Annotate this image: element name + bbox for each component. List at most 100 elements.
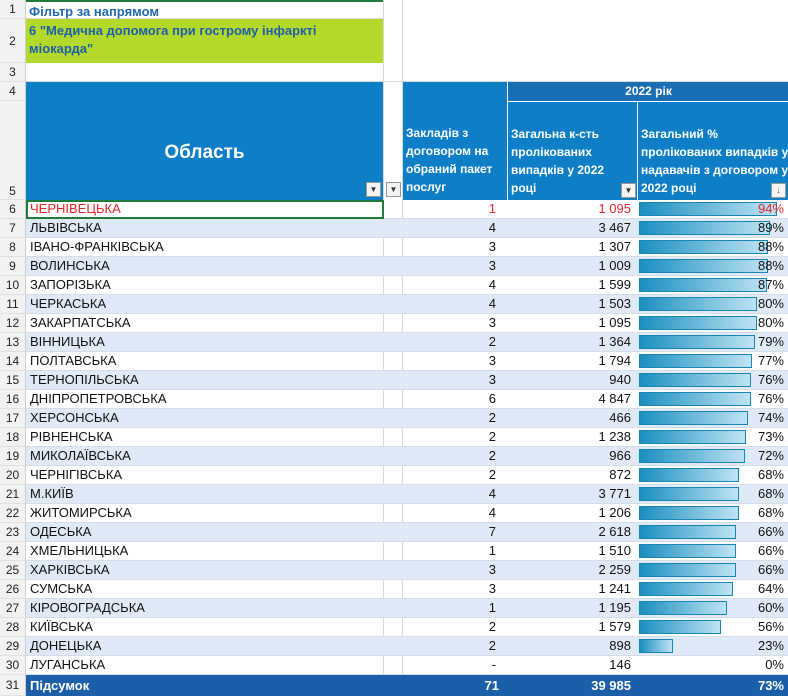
region-name: ІВАНО-ФРАНКІВСЬКА	[30, 239, 164, 254]
table-row[interactable]: ХМЕЛЬНИЦЬКА 1 1 510 66%	[26, 542, 788, 561]
row-number[interactable]: 10	[0, 276, 26, 295]
region-name: ЧЕРНІГІВСЬКА	[30, 467, 123, 482]
count-header[interactable]: Закладів з договором на обраний пакет по…	[403, 82, 507, 200]
table-row[interactable]: ЧЕРНІГІВСЬКА 2 872 68%	[26, 466, 788, 485]
total-row: Підсумок 71 39 985 73%	[26, 675, 788, 696]
contract-count: 4	[488, 505, 496, 520]
filter-value-cell[interactable]: 6 "Медична допомога при гострому інфаркт…	[26, 19, 383, 63]
region-name: МИКОЛАЇВСЬКА	[30, 448, 131, 463]
row-number[interactable]: 5	[0, 101, 26, 200]
data-bar	[639, 297, 757, 311]
total-cases: 39 985	[591, 678, 631, 693]
sort-desc-filter-icon[interactable]: ↓	[771, 183, 786, 198]
data-bar	[639, 620, 721, 634]
region-name: ЧЕРКАСЬКА	[30, 296, 107, 311]
pct-cell: 68%	[637, 466, 788, 484]
data-bar	[639, 411, 748, 425]
table-row[interactable]: ЗАПОРІЗЬКА 4 1 599 87%	[26, 276, 788, 295]
row-number[interactable]: 22	[0, 504, 26, 523]
pct-value: 88%	[757, 239, 784, 254]
row-number[interactable]: 8	[0, 238, 26, 257]
table-row[interactable]: КИЇВСЬКА 2 1 579 56%	[26, 618, 788, 637]
table-row[interactable]: ОДЕСЬКА 7 2 618 66%	[26, 523, 788, 542]
row-number[interactable]: 30	[0, 656, 26, 675]
table-row[interactable]: ЧЕРНІВЕЦЬКА 1 1 095 94%	[26, 200, 788, 219]
data-bar	[639, 449, 745, 463]
table-row[interactable]: ХАРКІВСЬКА 3 2 259 66%	[26, 561, 788, 580]
filter-dropdown-icon[interactable]: ▼	[366, 182, 381, 197]
row-number[interactable]: 27	[0, 599, 26, 618]
pct-cell: 76%	[637, 371, 788, 389]
row-number[interactable]: 15	[0, 371, 26, 390]
region-name: ХМЕЛЬНИЦЬКА	[30, 543, 129, 558]
table-row[interactable]: ЗАКАРПАТСЬКА 3 1 095 80%	[26, 314, 788, 333]
cases-count: 1 364	[598, 334, 631, 349]
table-row[interactable]: РІВНЕНСЬКА 2 1 238 73%	[26, 428, 788, 447]
table-row[interactable]: ЛЬВІВСЬКА 4 3 467 89%	[26, 219, 788, 238]
row-number[interactable]: 4	[0, 82, 26, 101]
region-name: КІРОВОГРАДСЬКА	[30, 600, 145, 615]
row-number[interactable]: 28	[0, 618, 26, 637]
region-name: ДОНЕЦЬКА	[30, 638, 102, 653]
row-number[interactable]: 1	[0, 0, 26, 19]
contract-count: 4	[488, 220, 496, 235]
table-row[interactable]: ХЕРСОНСЬКА 2 466 74%	[26, 409, 788, 428]
table-row[interactable]: ТЕРНОПІЛЬСЬКА 3 940 76%	[26, 371, 788, 390]
pct-cell: 94%	[637, 200, 788, 218]
row-number[interactable]: 17	[0, 409, 26, 428]
row-number[interactable]: 9	[0, 257, 26, 276]
pct-cell: 79%	[637, 333, 788, 351]
region-name: ХАРКІВСЬКА	[30, 562, 110, 577]
filter-label-cell[interactable]: Фільтр за напрямом	[26, 0, 383, 19]
row-number[interactable]: 3	[0, 63, 26, 82]
row-number[interactable]: 7	[0, 219, 26, 238]
row-number[interactable]: 18	[0, 428, 26, 447]
table-row[interactable]: ПОЛТАВСЬКА 3 1 794 77%	[26, 352, 788, 371]
table-row[interactable]: МИКОЛАЇВСЬКА 2 966 72%	[26, 447, 788, 466]
table-row[interactable]: СУМСЬКА 3 1 241 64%	[26, 580, 788, 599]
cases-count: 1 195	[598, 600, 631, 615]
data-bar	[639, 525, 736, 539]
cases-count: 3 467	[598, 220, 631, 235]
region-name: ХЕРСОНСЬКА	[30, 410, 119, 425]
row-number[interactable]: 21	[0, 485, 26, 504]
row-number[interactable]: 25	[0, 561, 26, 580]
table-row[interactable]: ЧЕРКАСЬКА 4 1 503 80%	[26, 295, 788, 314]
filter-dropdown-icon[interactable]: ▼	[386, 182, 401, 197]
row-number[interactable]: 31	[0, 675, 26, 696]
region-header-label: Область	[164, 142, 245, 163]
pct-value: 64%	[757, 581, 784, 596]
row-number[interactable]: 26	[0, 580, 26, 599]
table-row[interactable]: ЛУГАНСЬКА - 146 0%	[26, 656, 788, 675]
table-row[interactable]: ВОЛИНСЬКА 3 1 009 88%	[26, 257, 788, 276]
row-number[interactable]: 6	[0, 200, 26, 219]
row-number[interactable]: 2	[0, 19, 26, 63]
row-number[interactable]: 29	[0, 637, 26, 656]
contract-count: 3	[488, 562, 496, 577]
region-header[interactable]: Область ▼	[26, 82, 383, 200]
table-row[interactable]: ДОНЕЦЬКА 2 898 23%	[26, 637, 788, 656]
table-row[interactable]: КІРОВОГРАДСЬКА 1 1 195 60%	[26, 599, 788, 618]
pct-cell: 88%	[637, 257, 788, 275]
row-number[interactable]: 19	[0, 447, 26, 466]
pct-value: 76%	[757, 391, 784, 406]
data-bar	[639, 392, 751, 406]
row-number[interactable]: 14	[0, 352, 26, 371]
year-header: 2022 рік	[507, 82, 788, 101]
row-number[interactable]: 11	[0, 295, 26, 314]
table-row[interactable]: ДНІПРОПЕТРОВСЬКА 6 4 847 76%	[26, 390, 788, 409]
row-number[interactable]: 23	[0, 523, 26, 542]
table-row[interactable]: М.КИЇВ 4 3 771 68%	[26, 485, 788, 504]
row-number[interactable]: 12	[0, 314, 26, 333]
row-number[interactable]: 24	[0, 542, 26, 561]
row-number[interactable]: 13	[0, 333, 26, 352]
pct-value: 73%	[757, 429, 784, 444]
filter-dropdown-icon[interactable]: ▼	[621, 183, 636, 198]
pct-header[interactable]: Загальний % пролікованих випадків у нада…	[637, 101, 788, 200]
table-row[interactable]: ІВАНО-ФРАНКІВСЬКА 3 1 307 88%	[26, 238, 788, 257]
table-row[interactable]: ЖИТОМИРСЬКА 4 1 206 68%	[26, 504, 788, 523]
row-number[interactable]: 16	[0, 390, 26, 409]
cases-header[interactable]: Загальна к-сть пролікованих випадків у 2…	[507, 101, 637, 200]
table-row[interactable]: ВІННИЦЬКА 2 1 364 79%	[26, 333, 788, 352]
row-number[interactable]: 20	[0, 466, 26, 485]
